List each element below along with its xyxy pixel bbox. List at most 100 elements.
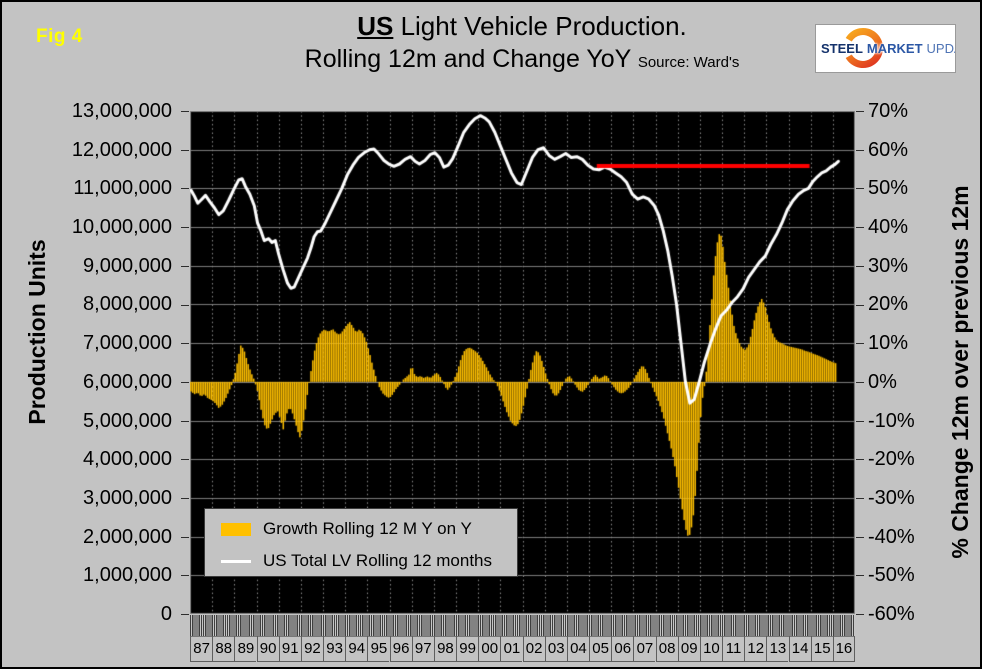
x-axis-labels: 87 88 89 90 91 92 93 94 95 96 97 98 99 00 01 02 03 04 05 06… <box>190 636 855 663</box>
left-tick-label: 11,000,000 <box>73 177 172 200</box>
left-tick-label: 12,000,000 <box>71 138 172 161</box>
left-axis-tickmark <box>181 614 189 615</box>
x-axis-year-label: 14 <box>788 636 811 662</box>
x-axis-year-label: 94 <box>345 636 368 662</box>
right-tick-label: 30% <box>868 254 909 277</box>
left-axis-tickmark <box>181 227 189 229</box>
chart-title-line1: US Light Vehicle Production. <box>64 11 980 42</box>
x-axis-year-label: 93 <box>323 636 346 662</box>
title-line2-text: Rolling 12m and Change YoY <box>304 44 631 73</box>
left-axis-tickmark <box>181 381 189 383</box>
legend: Growth Rolling 12 M Y on Y US Total LV R… <box>204 508 518 577</box>
left-tick-label: 5,000,000 <box>83 409 172 432</box>
x-axis-year-label: 88 <box>212 636 235 662</box>
x-axis-year-label: 12 <box>744 636 767 662</box>
right-tick-label: 20% <box>868 293 909 316</box>
logo-wordmark: STEEL MARKET UPDATE <box>821 25 955 72</box>
x-axis-year-label: 10 <box>699 636 722 662</box>
logo-word-update: UPDATE <box>926 41 955 56</box>
right-axis-tickmark <box>856 381 864 383</box>
right-tick-label: -10% <box>868 409 915 432</box>
left-tick-label: 13,000,000 <box>71 100 172 122</box>
x-axis-year-label: 00 <box>478 636 501 662</box>
right-tick-label: -30% <box>868 486 915 509</box>
right-axis-tickmark <box>856 614 864 615</box>
right-axis-tickmark <box>856 265 864 267</box>
figure-number-label: Fig 4 <box>36 26 83 47</box>
left-tick-label: 1,000,000 <box>83 564 172 587</box>
x-axis-year-label: 87 <box>190 636 213 662</box>
x-axis-year-label: 09 <box>677 636 700 662</box>
x-axis-year-label: 92 <box>300 636 323 662</box>
x-axis-year-label: 16 <box>832 636 855 662</box>
right-axis-tickmark <box>856 575 864 577</box>
left-axis-tickmark <box>181 188 189 190</box>
left-tick-label: 4,000,000 <box>83 448 172 471</box>
right-axis-tickmark <box>856 420 864 422</box>
left-tick-label: 2,000,000 <box>83 525 172 548</box>
chart-title: US Light Vehicle Production. Rolling 12m… <box>64 11 980 74</box>
right-axis-tickmark <box>856 536 864 538</box>
x-axis-year-label: 91 <box>278 636 301 662</box>
right-axis-tickmark <box>856 227 864 229</box>
legend-bar-swatch <box>221 522 251 536</box>
right-axis-title: % Change 12m over previous 12m <box>947 185 973 559</box>
left-tick-label: 10,000,000 <box>71 216 172 239</box>
x-axis-year-label: 03 <box>544 636 567 662</box>
left-axis-tickmark <box>181 497 189 499</box>
x-axis-year-label: 11 <box>722 636 745 662</box>
x-axis-year-label: 97 <box>411 636 434 662</box>
left-axis-tickmark <box>181 343 189 345</box>
left-axis-tickmark <box>181 575 189 577</box>
left-tick-label: 3,000,000 <box>83 486 172 509</box>
x-axis-year-label: 15 <box>810 636 833 662</box>
left-tick-label: 8,000,000 <box>83 293 172 316</box>
right-tick-label: 40% <box>868 216 909 239</box>
left-axis-tickmark <box>181 149 189 151</box>
right-axis-tickmark <box>856 188 864 190</box>
right-axis-tickmark <box>856 343 864 345</box>
steel-market-update-logo: STEEL MARKET UPDATE <box>815 24 956 73</box>
x-axis-year-label: 07 <box>633 636 656 662</box>
left-tick-label: 9,000,000 <box>83 254 172 277</box>
legend-line-swatch <box>221 559 251 563</box>
right-tick-label: -20% <box>868 448 915 471</box>
x-axis-year-label: 02 <box>522 636 545 662</box>
left-axis-tickmark <box>181 265 189 267</box>
x-axis-minor-ticks <box>190 615 855 637</box>
x-axis-year-label: 98 <box>433 636 456 662</box>
legend-label-rolling: US Total LV Rolling 12 months <box>263 551 492 570</box>
left-axis-tickmark <box>181 111 189 112</box>
left-axis-tickmark <box>181 420 189 422</box>
x-axis-year-label: 06 <box>611 636 634 662</box>
left-axis-tickmark <box>181 304 189 306</box>
legend-label-growth: Growth Rolling 12 M Y on Y <box>263 519 472 538</box>
source-note: Source: Ward's <box>637 53 740 71</box>
logo-crescent-icon <box>845 28 884 68</box>
left-axis-tickmark <box>181 536 189 538</box>
right-tick-label: 70% <box>868 100 909 122</box>
chart-title-line2: Rolling 12m and Change YoY Source: Ward'… <box>64 45 980 74</box>
right-tick-label: 10% <box>868 332 909 355</box>
left-tick-label: 0 <box>160 603 172 625</box>
left-axis-tickmark <box>181 459 189 461</box>
x-axis-year-label: 89 <box>234 636 257 662</box>
right-tick-label: -60% <box>868 603 915 625</box>
x-axis-year-label: 04 <box>566 636 589 662</box>
x-axis-year-label: 01 <box>500 636 523 662</box>
x-axis-year-label: 05 <box>589 636 612 662</box>
x-axis-year-label: 08 <box>655 636 678 662</box>
right-tick-label: 50% <box>868 177 909 200</box>
x-axis-year-label: 96 <box>389 636 412 662</box>
title-us-prefix: US <box>357 11 394 41</box>
right-axis-tickmark <box>856 497 864 499</box>
x-axis-year-label: 90 <box>256 636 279 662</box>
right-tick-label: -50% <box>868 564 915 587</box>
title-line1-rest: Light Vehicle Production. <box>393 11 687 41</box>
x-axis-year-label: 95 <box>367 636 390 662</box>
right-axis-tickmark <box>856 459 864 461</box>
logo-word-steel: STEEL <box>821 41 863 56</box>
right-tick-label: 60% <box>868 138 909 161</box>
x-axis-year-label: 99 <box>456 636 479 662</box>
